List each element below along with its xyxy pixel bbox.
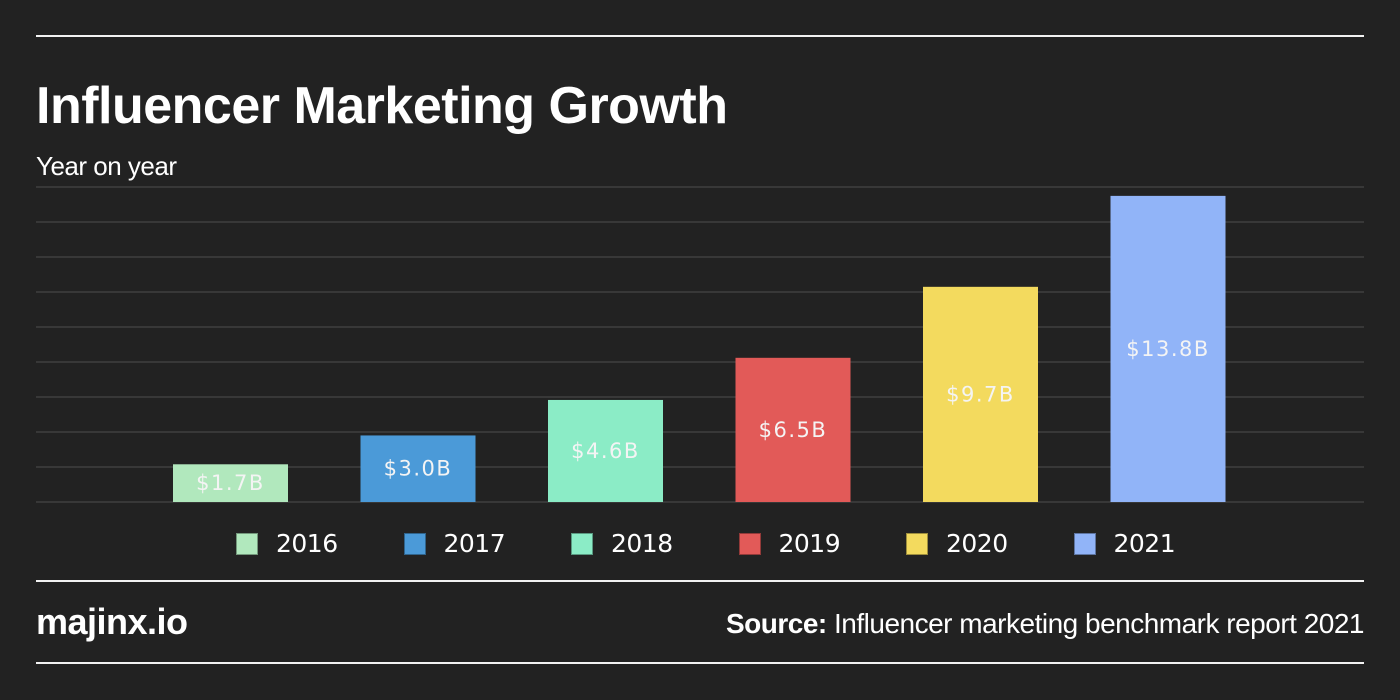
legend-item-2017: 2017 — [403, 528, 506, 560]
legend-swatch — [403, 533, 426, 555]
legend: 2016 2017 2018 2019 2020 2021 — [0, 528, 1400, 560]
brand-logo: majinx.io — [36, 601, 188, 642]
bar-label-2016: $1.7B — [196, 471, 265, 495]
chart-title: Influencer Marketing Growth — [36, 77, 728, 135]
bar-2021 — [1110, 195, 1226, 503]
bars — [173, 195, 1226, 503]
bar-label-2017: $3.0B — [384, 457, 453, 481]
legend-item-2016: 2016 — [236, 528, 338, 560]
legend-label: 2020 — [946, 529, 1008, 558]
bar-label-2020: $9.7B — [946, 382, 1015, 406]
source-note: Source: Influencer marketing benchmark r… — [726, 604, 1365, 644]
bar-2018 — [548, 399, 663, 502]
footer-top-divider — [36, 580, 1364, 582]
legend-item-2020: 2020 — [906, 528, 1008, 560]
footer-bottom-divider — [36, 662, 1364, 664]
legend-swatch — [906, 533, 928, 555]
legend-item-2018: 2018 — [571, 528, 673, 560]
bar-2020 — [923, 286, 1038, 502]
legend-label: 2021 — [1113, 529, 1176, 558]
source-text: Influencer marketing benchmark report 20… — [826, 608, 1364, 639]
legend-swatch — [236, 533, 258, 555]
bar-label-2021: $13.8B — [1126, 337, 1210, 361]
bar-2017 — [360, 435, 476, 502]
bar-label-2019: $6.5B — [759, 418, 828, 442]
chart-subtitle: Year on year — [36, 151, 177, 181]
bar-label-2018: $4.6B — [571, 439, 640, 463]
legend-item-2019: 2019 — [738, 528, 841, 560]
legend-label: 2017 — [443, 529, 506, 558]
legend-item-2021: 2021 — [1073, 528, 1176, 560]
legend-swatch — [738, 533, 761, 555]
bar-2019 — [735, 357, 851, 502]
bar-labels: $1.7B $3.0B $4.6B $6.5B $9.7B $13.8B — [196, 337, 1210, 495]
legend-swatch — [571, 533, 593, 555]
legend-label: 2018 — [611, 529, 673, 558]
bar-2016 — [173, 464, 288, 502]
legend-label: 2016 — [276, 529, 338, 558]
legend-label: 2019 — [778, 529, 841, 558]
top-divider — [36, 35, 1364, 37]
source-key: Source: — [726, 608, 827, 639]
legend-swatch — [1073, 533, 1096, 555]
